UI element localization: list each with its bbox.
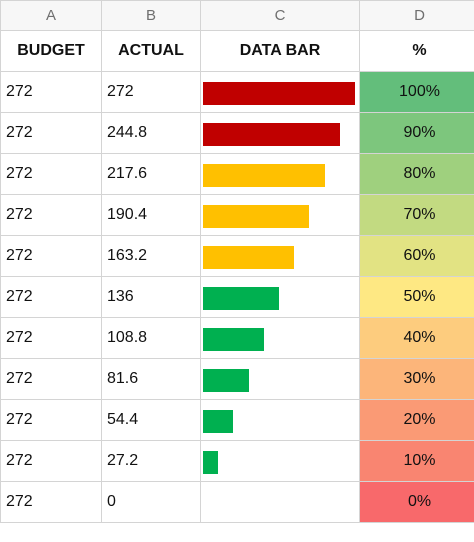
percent-cell[interactable]: 30%	[359, 358, 474, 400]
actual-cell[interactable]: 81.6	[101, 358, 201, 400]
percent-cell[interactable]: 100%	[359, 71, 474, 113]
table-row: 272 27.2 10%	[0, 440, 474, 482]
header-actual[interactable]: ACTUAL	[101, 30, 201, 72]
header-budget[interactable]: BUDGET	[0, 30, 102, 72]
budget-cell[interactable]: 272	[0, 358, 102, 400]
spreadsheet-grid: A B C D BUDGET ACTUAL DATA BAR % 272 272 1…	[0, 0, 474, 523]
data-bar-cell[interactable]	[200, 112, 360, 154]
table-row: 272 163.2 60%	[0, 235, 474, 277]
data-bar-cell[interactable]	[200, 71, 360, 113]
budget-cell[interactable]: 272	[0, 194, 102, 236]
data-bar-cell[interactable]	[200, 399, 360, 441]
budget-cell[interactable]: 272	[0, 235, 102, 277]
budget-cell[interactable]: 272	[0, 71, 102, 113]
actual-cell[interactable]: 136	[101, 276, 201, 318]
data-bar-cell[interactable]	[200, 194, 360, 236]
actual-cell[interactable]: 54.4	[101, 399, 201, 441]
actual-cell[interactable]: 244.8	[101, 112, 201, 154]
actual-cell[interactable]: 272	[101, 71, 201, 113]
percent-cell[interactable]: 90%	[359, 112, 474, 154]
data-bar	[203, 82, 355, 105]
percent-cell[interactable]: 60%	[359, 235, 474, 277]
budget-cell[interactable]: 272	[0, 481, 102, 523]
header-row: BUDGET ACTUAL DATA BAR %	[0, 30, 474, 72]
data-bar-cell[interactable]	[200, 440, 360, 482]
data-bar	[203, 328, 264, 351]
column-letter-c[interactable]: C	[200, 0, 360, 31]
data-bar	[203, 410, 233, 433]
table-row: 272 0 0%	[0, 481, 474, 523]
header-percent[interactable]: %	[359, 30, 474, 72]
data-bar	[203, 246, 294, 269]
percent-cell[interactable]: 0%	[359, 481, 474, 523]
percent-cell[interactable]: 80%	[359, 153, 474, 195]
data-bar	[203, 451, 218, 474]
budget-cell[interactable]: 272	[0, 276, 102, 318]
data-bar-cell[interactable]	[200, 276, 360, 318]
table-row: 272 272 100%	[0, 71, 474, 113]
percent-cell[interactable]: 20%	[359, 399, 474, 441]
actual-cell[interactable]: 27.2	[101, 440, 201, 482]
actual-cell[interactable]: 108.8	[101, 317, 201, 359]
budget-cell[interactable]: 272	[0, 399, 102, 441]
data-bar	[203, 123, 340, 146]
budget-cell[interactable]: 272	[0, 112, 102, 154]
data-bar	[203, 369, 249, 392]
column-letter-d[interactable]: D	[359, 0, 474, 31]
percent-cell[interactable]: 70%	[359, 194, 474, 236]
data-bar-cell[interactable]	[200, 358, 360, 400]
table-row: 272 81.6 30%	[0, 358, 474, 400]
percent-cell[interactable]: 10%	[359, 440, 474, 482]
budget-cell[interactable]: 272	[0, 440, 102, 482]
data-bar	[203, 164, 325, 187]
table-row: 272 136 50%	[0, 276, 474, 318]
actual-cell[interactable]: 0	[101, 481, 201, 523]
table-row: 272 217.6 80%	[0, 153, 474, 195]
actual-cell[interactable]: 217.6	[101, 153, 201, 195]
budget-cell[interactable]: 272	[0, 153, 102, 195]
data-bar-cell[interactable]	[200, 481, 360, 523]
percent-cell[interactable]: 40%	[359, 317, 474, 359]
table-row: 272 244.8 90%	[0, 112, 474, 154]
table-row: 272 108.8 40%	[0, 317, 474, 359]
budget-cell[interactable]: 272	[0, 317, 102, 359]
data-bar	[203, 287, 279, 310]
data-bar-cell[interactable]	[200, 153, 360, 195]
table-row: 272 190.4 70%	[0, 194, 474, 236]
data-bar	[203, 205, 309, 228]
percent-cell[interactable]: 50%	[359, 276, 474, 318]
data-bar-cell[interactable]	[200, 317, 360, 359]
column-letters-row: A B C D	[0, 0, 474, 31]
column-letter-b[interactable]: B	[101, 0, 201, 31]
actual-cell[interactable]: 163.2	[101, 235, 201, 277]
data-bar-cell[interactable]	[200, 235, 360, 277]
column-letter-a[interactable]: A	[0, 0, 102, 31]
header-data-bar[interactable]: DATA BAR	[200, 30, 360, 72]
actual-cell[interactable]: 190.4	[101, 194, 201, 236]
table-row: 272 54.4 20%	[0, 399, 474, 441]
